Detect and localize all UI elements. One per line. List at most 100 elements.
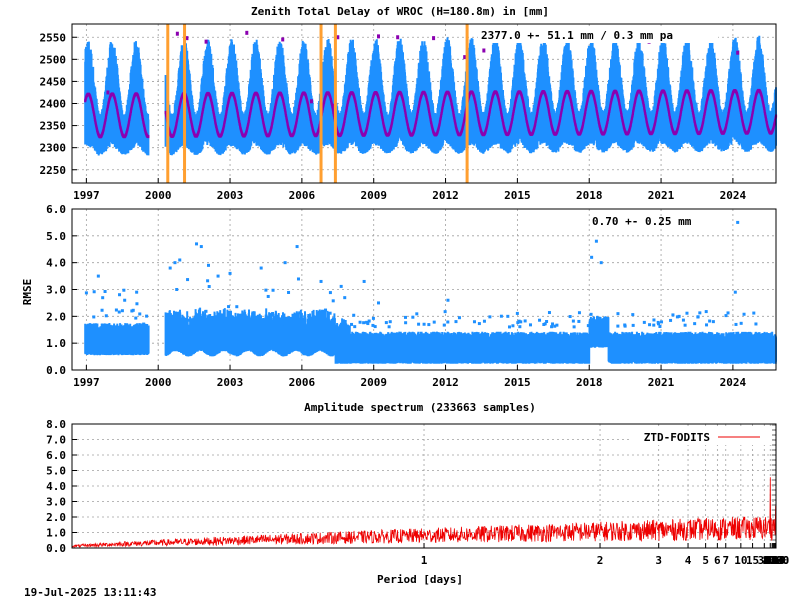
rmse-point [693,322,697,326]
spectrum-xtick-label: 2 [597,554,604,567]
rmse-outlier [283,261,287,265]
rmse-point [353,325,357,329]
rmse-series [84,220,777,364]
rmse-point [299,323,303,327]
spectrum-curve [71,477,777,549]
spectrum-xlabel: Period [days] [377,573,463,586]
rmse-panel: 1997 2000 2003 2006 2009 2012 2015 2018 2021 2024… [21,203,777,389]
spectrum-xtick-label: 10 [734,554,747,567]
ztd-xtick-label: 2012 [432,189,459,202]
rmse-point [117,310,121,314]
ztd-xtick-label: 1997 [73,189,100,202]
rmse-point [442,323,446,327]
ztd-outlier [377,34,381,39]
rmse-point [92,315,96,319]
rmse-point [631,313,635,317]
rmse-point [278,317,282,321]
rmse-point [100,308,104,312]
rmse-point [367,319,371,323]
rmse-point [103,289,107,293]
rmse-point [411,315,415,319]
ztd-annotation-bg [478,27,718,43]
ztd-ytick-label: 2450 [40,75,67,88]
rmse-point [734,322,738,326]
rmse-point [677,314,681,318]
rmse-point [507,325,511,329]
spectrum-ytick-label: 4.0 [46,480,66,493]
rmse-point [287,290,291,294]
rmse-outlier [96,274,100,278]
ztd-annotation: 2377.0 +- 51.1 mm / 0.3 mm pa [481,29,673,42]
rmse-point [339,284,343,288]
spectrum-xtick-label: 3 [655,554,662,567]
rmse-point [572,325,576,329]
rmse-point [417,322,421,326]
rmse-point [120,309,124,313]
rmse-xtick-label: 2012 [432,376,459,389]
rmse-point [616,324,620,328]
rmse-point [266,294,270,298]
spectrum-xtick-label: 30 [758,554,771,567]
rmse-point [523,319,527,323]
rmse-outlier [377,301,381,305]
rmse-point [210,316,214,320]
rmse-outlier [616,312,620,316]
ztd-xtick-label: 2006 [289,189,316,202]
rmse-point [446,320,450,324]
rmse-xtick-label: 2000 [145,376,172,389]
rmse-point [176,311,180,315]
rmse-point [427,323,431,327]
rmse-point [454,320,458,324]
rmse-outlier [594,239,598,243]
ztd-fit-curve [84,88,778,139]
rmse-point [271,311,275,315]
ztd-outlier [736,50,740,55]
rmse-point [517,319,521,323]
rmse-point [432,320,436,324]
rmse-ticks: 1997 2000 2003 2006 2009 2012 2015 2018 2021 2024… [46,203,746,389]
rmse-point [685,311,689,315]
spectrum-ytick-label: 3.0 [46,496,66,509]
ztd-ytick-label: 2300 [40,142,67,155]
spectrum-xtick-label: 1 [421,554,428,567]
ztd-xtick-label: 2000 [145,189,172,202]
rmse-point [739,321,743,325]
rmse-point [652,323,656,327]
rmse-point [422,322,426,326]
rmse-point [316,311,320,315]
rmse-outlier [199,245,203,249]
spectrum-xtick-label: 122 [763,554,783,567]
rmse-point [675,315,679,319]
rmse-point [306,319,310,323]
ztd-outlier [331,103,335,108]
rmse-point [623,323,627,327]
rmse-point [443,310,447,314]
rmse-xtick-label: 1997 [73,376,100,389]
rmse-point [708,319,712,323]
ztd-model-fit [84,28,778,139]
spectrum-panel: Amplitude spectrum (233663 samples) 1 2 3 4… [46,401,789,586]
rmse-point [545,320,549,324]
rmse-point [752,311,756,315]
spectrum-xtick-label: 5 [702,554,709,567]
ztd-outlier [175,31,179,36]
rmse-outlier [733,290,737,294]
spectrum-ytick-label: 6.0 [46,449,66,462]
rmse-point [114,308,118,312]
rmse-outlier [599,261,603,265]
ztd-ytick-label: 2400 [40,98,67,111]
rmse-point [528,323,532,327]
rmse-outlier [736,220,740,224]
rmse-outlier [195,242,199,246]
spectrum-series [71,477,777,549]
rmse-point [605,321,609,325]
ztd-outlier [432,36,436,41]
spectrum-xtick-label: 6 [714,554,721,567]
rmse-point [331,299,335,303]
rmse-point [206,279,210,283]
rmse-point [201,313,205,317]
spectrum-xtick-label: 7 [722,554,729,567]
rmse-point [92,290,96,294]
rmse-point [371,323,375,327]
rmse-annotation: 0.70 +- 0.25 mm [592,215,692,228]
